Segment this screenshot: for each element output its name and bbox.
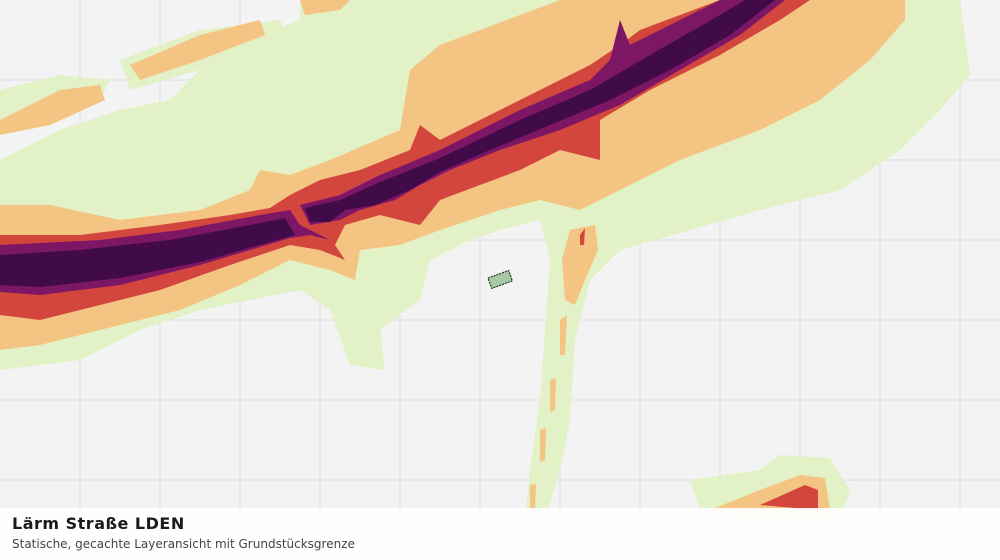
map-subtitle: Statische, gecachte Layeransicht mit Gru… (12, 537, 355, 551)
map-title: Lärm Straße LDEN (12, 514, 185, 533)
noise-zone-max (0, 0, 775, 287)
parcel-boundary (487, 269, 514, 290)
map-caption: Lärm Straße LDEN Statische, gecachte Lay… (0, 508, 1000, 560)
